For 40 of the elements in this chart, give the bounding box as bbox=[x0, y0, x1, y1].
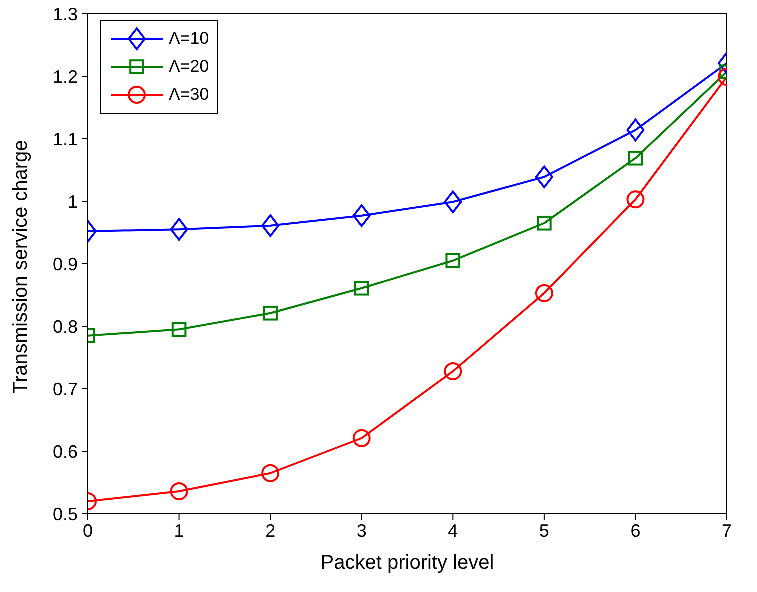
point bbox=[262, 214, 280, 238]
point bbox=[626, 118, 645, 142]
point bbox=[628, 150, 644, 166]
y-tick-label: 0.8 bbox=[52, 316, 78, 337]
point bbox=[352, 204, 371, 228]
point bbox=[263, 306, 278, 321]
x-axis-title: Packet priority level bbox=[320, 552, 494, 574]
point bbox=[535, 166, 554, 189]
point bbox=[444, 190, 462, 214]
point bbox=[172, 322, 187, 338]
point bbox=[537, 216, 552, 231]
point bbox=[262, 464, 280, 482]
point bbox=[626, 190, 645, 209]
y-tick-label: 0.6 bbox=[52, 442, 78, 462]
point bbox=[352, 429, 371, 448]
y-tick-label: 1.3 bbox=[52, 4, 78, 24]
x-tick-label: 0 bbox=[82, 520, 94, 541]
y-tick-label: 1.1 bbox=[52, 129, 78, 150]
x-tick-label: 7 bbox=[722, 520, 732, 541]
x-tick-label: 1 bbox=[174, 520, 184, 541]
point bbox=[170, 482, 188, 500]
x-tick-label: 4 bbox=[448, 520, 458, 541]
point bbox=[535, 284, 554, 302]
x-tick-label: 6 bbox=[630, 520, 641, 541]
y-tick-label: 1 bbox=[68, 192, 78, 212]
point bbox=[170, 218, 188, 242]
y-axis-title: Transmission service charge bbox=[10, 140, 32, 394]
legend-label: Λ=20 bbox=[169, 57, 210, 77]
y-tick-label: 0.9 bbox=[52, 254, 78, 274]
y-tick-label: 1.2 bbox=[52, 66, 78, 87]
legend-label: Λ=10 bbox=[169, 29, 210, 49]
x-tick-label: 5 bbox=[539, 520, 550, 541]
x-tick-label: 3 bbox=[356, 520, 367, 541]
x-tick-label: 2 bbox=[266, 520, 276, 541]
y-tick-label: 0.7 bbox=[52, 379, 78, 400]
point bbox=[446, 253, 461, 268]
point bbox=[354, 280, 370, 296]
y-tick-label: 0.5 bbox=[52, 504, 78, 524]
point bbox=[444, 362, 462, 380]
legend-label: Λ=30 bbox=[169, 85, 210, 105]
